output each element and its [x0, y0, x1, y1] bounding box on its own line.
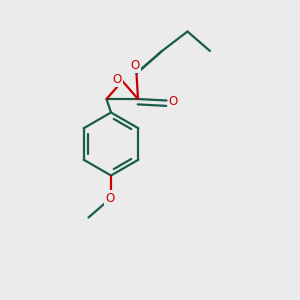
Text: O: O — [112, 73, 122, 86]
Text: O: O — [130, 59, 140, 72]
Text: O: O — [168, 94, 178, 108]
Text: O: O — [105, 191, 114, 205]
